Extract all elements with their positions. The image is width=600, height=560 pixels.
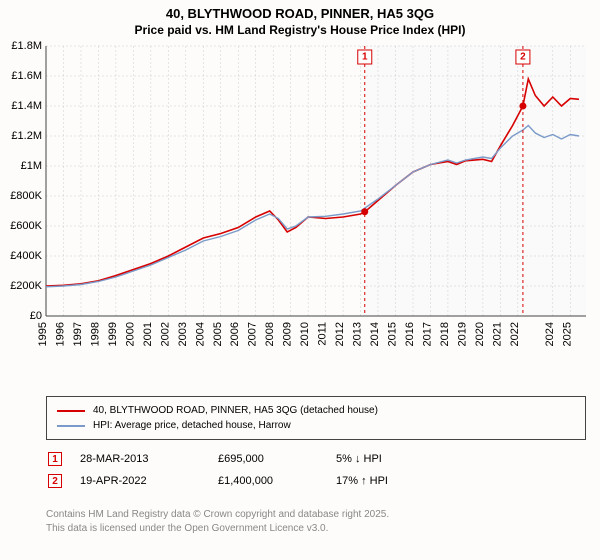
transaction-row: 1 28-MAR-2013 £695,000 5% ↓ HPI <box>46 448 586 470</box>
transaction-marker-box: 1 <box>48 452 62 466</box>
transaction-row: 2 19-APR-2022 £1,400,000 17% ↑ HPI <box>46 470 586 492</box>
x-tick-label: 2015 <box>387 322 399 346</box>
x-tick-label: 1997 <box>72 322 84 346</box>
y-tick-label: £800K <box>10 190 42 202</box>
title-subtitle: Price paid vs. HM Land Registry's House … <box>0 23 600 39</box>
y-tick-label: £1.4M <box>11 100 42 112</box>
legend-label: 40, BLYTHWOOD ROAD, PINNER, HA5 3QG (det… <box>93 403 378 418</box>
x-tick-label: 2009 <box>282 322 294 346</box>
x-tick-label: 2001 <box>142 322 154 346</box>
legend-swatch <box>57 425 85 427</box>
transaction-date: 19-APR-2022 <box>80 475 200 487</box>
x-tick-label: 2007 <box>247 322 259 346</box>
footer-line1: Contains HM Land Registry data © Crown c… <box>46 508 586 522</box>
x-tick-label: 2024 <box>544 322 556 346</box>
x-tick-label: 2025 <box>561 322 573 346</box>
footer: Contains HM Land Registry data © Crown c… <box>46 508 586 535</box>
x-tick-label: 2022 <box>509 322 521 346</box>
footer-line2: This data is licensed under the Open Gov… <box>46 522 586 536</box>
title-block: 40, BLYTHWOOD ROAD, PINNER, HA5 3QG Pric… <box>0 0 600 38</box>
chart-svg: £0£200K£400K£600K£800K£1M£1.2M£1.4M£1.6M… <box>46 46 586 356</box>
legend: 40, BLYTHWOOD ROAD, PINNER, HA5 3QG (det… <box>46 396 586 440</box>
marker-dot-2 <box>519 103 526 110</box>
transaction-table: 1 28-MAR-2013 £695,000 5% ↓ HPI 2 19-APR-2022… <box>46 448 586 492</box>
x-tick-label: 1999 <box>107 322 119 346</box>
legend-swatch <box>57 410 85 412</box>
x-tick-label: 2004 <box>194 322 206 346</box>
x-tick-label: 2017 <box>421 322 433 346</box>
x-tick-label: 2012 <box>334 322 346 346</box>
x-tick-label: 1995 <box>37 322 49 346</box>
x-tick-label: 2019 <box>456 322 468 346</box>
x-tick-label: 2008 <box>264 322 276 346</box>
title-address: 40, BLYTHWOOD ROAD, PINNER, HA5 3QG <box>0 6 600 23</box>
x-tick-label: 2002 <box>159 322 171 346</box>
x-tick-label: 2011 <box>317 322 329 346</box>
y-tick-label: £1.6M <box>11 70 42 82</box>
x-tick-label: 1998 <box>89 322 101 346</box>
y-tick-label: £0 <box>30 310 42 322</box>
x-tick-label: 2006 <box>229 322 241 346</box>
y-tick-label: £600K <box>10 220 42 232</box>
chart-container: 40, BLYTHWOOD ROAD, PINNER, HA5 3QG Pric… <box>0 0 600 560</box>
marker-label-2: 2 <box>520 52 526 63</box>
marker-label-1: 1 <box>362 52 368 63</box>
y-tick-label: £1.2M <box>11 130 42 142</box>
x-tick-label: 2014 <box>369 322 381 346</box>
x-tick-label: 2013 <box>352 322 364 346</box>
y-tick-label: £1M <box>21 160 42 172</box>
x-tick-label: 2016 <box>404 322 416 346</box>
transaction-price: £1,400,000 <box>218 475 318 487</box>
transaction-marker-box: 2 <box>48 474 62 488</box>
x-tick-label: 2003 <box>177 322 189 346</box>
x-tick-label: 2020 <box>474 322 486 346</box>
y-tick-label: £400K <box>10 250 42 262</box>
x-tick-label: 1996 <box>54 322 66 346</box>
legend-item: HPI: Average price, detached house, Harr… <box>57 418 575 433</box>
y-tick-label: £200K <box>10 280 42 292</box>
legend-label: HPI: Average price, detached house, Harr… <box>93 418 291 433</box>
x-tick-label: 2010 <box>299 322 311 346</box>
x-tick-label: 2018 <box>439 322 451 346</box>
x-tick-label: 2005 <box>212 322 224 346</box>
transaction-date: 28-MAR-2013 <box>80 453 200 465</box>
transaction-pct: 17% ↑ HPI <box>336 475 436 487</box>
marker-dot-1 <box>361 208 368 215</box>
transaction-price: £695,000 <box>218 453 318 465</box>
transaction-pct: 5% ↓ HPI <box>336 453 436 465</box>
legend-item: 40, BLYTHWOOD ROAD, PINNER, HA5 3QG (det… <box>57 403 575 418</box>
x-tick-label: 2021 <box>491 322 503 346</box>
chart-area: £0£200K£400K£600K£800K£1M£1.2M£1.4M£1.6M… <box>46 46 586 356</box>
y-tick-label: £1.8M <box>11 40 42 52</box>
x-tick-label: 2000 <box>124 322 136 346</box>
